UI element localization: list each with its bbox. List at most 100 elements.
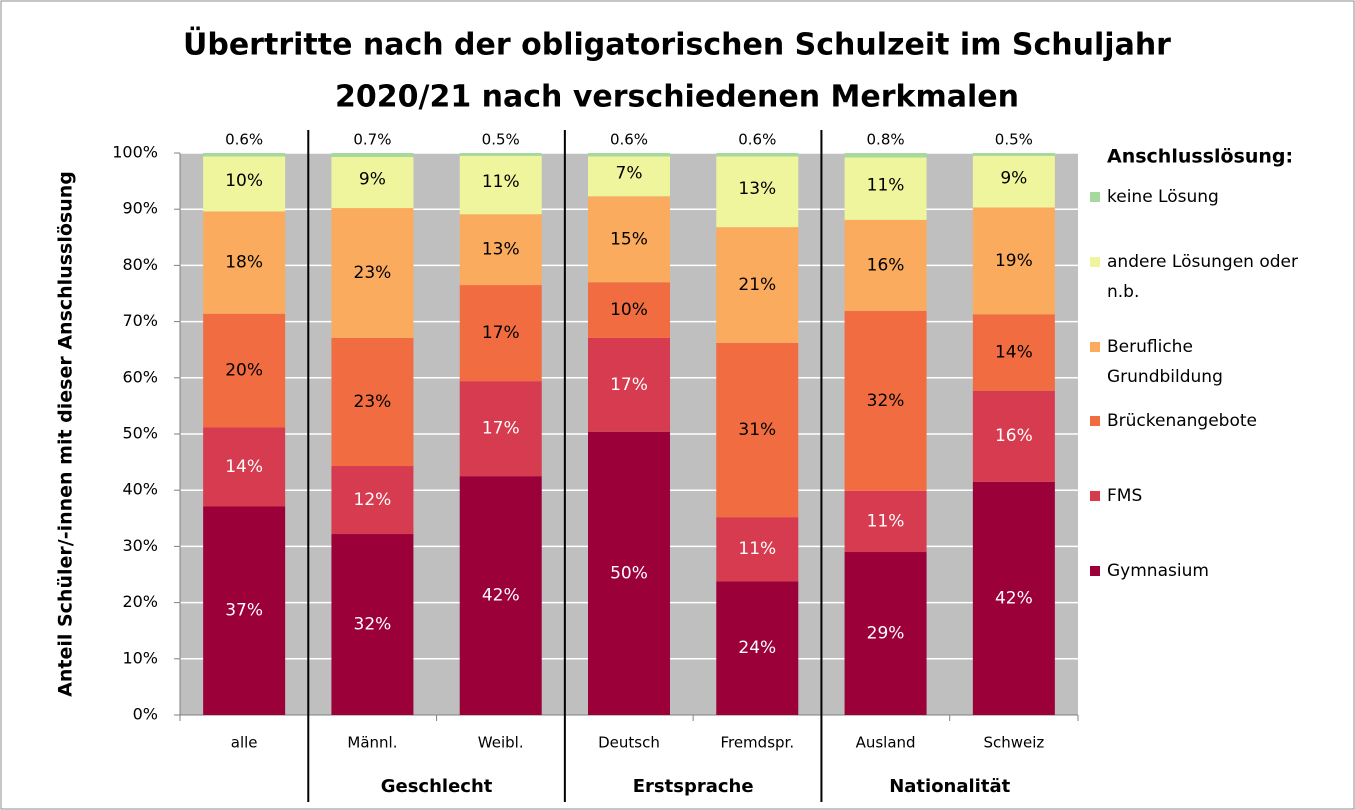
data-label: 0.8% <box>867 131 905 149</box>
bar-segment <box>459 285 542 382</box>
data-label: 31% <box>738 420 776 440</box>
data-label: 42% <box>995 588 1033 608</box>
y-tick-label: 50% <box>122 424 158 443</box>
group-label: Erstsprache <box>633 776 754 797</box>
bar-segment <box>588 196 670 283</box>
bar-segment <box>203 427 286 507</box>
bar-segment <box>203 211 286 314</box>
bar-segment <box>588 431 670 715</box>
data-label: 14% <box>995 343 1033 363</box>
bar-segment <box>972 207 1055 315</box>
legend-swatch <box>1090 342 1100 352</box>
data-label: 0.6% <box>610 131 648 149</box>
x-tick-label: Ausland <box>856 734 916 752</box>
legend-swatch <box>1090 192 1100 202</box>
bar-segment <box>844 490 927 553</box>
data-label: 9% <box>1000 169 1027 189</box>
legend-swatch <box>1090 416 1100 426</box>
bar-segment <box>588 337 670 432</box>
legend-label: Berufliche Grundbildung <box>1107 337 1223 387</box>
legend-label: FMS <box>1107 486 1142 506</box>
data-label: 13% <box>482 240 520 260</box>
data-label: 50% <box>610 563 648 583</box>
bar-segment <box>459 153 542 156</box>
data-label: 7% <box>616 163 643 183</box>
x-tick-label: Weibl. <box>478 734 524 752</box>
bar-segment <box>459 155 542 215</box>
data-label: 13% <box>738 179 776 199</box>
bar-segment <box>972 481 1055 715</box>
chart-title: Übertritte nach der obligatorischen Schu… <box>183 26 1171 63</box>
data-label: 19% <box>995 251 1033 271</box>
bar-segment <box>459 381 542 477</box>
bar-segment <box>844 219 927 311</box>
bar-segment <box>972 153 1055 156</box>
bar-segment <box>203 506 286 715</box>
y-axis-label: Anteil Schüler/-innen mit dieser Anschlu… <box>55 171 77 697</box>
bar-segment <box>331 466 414 535</box>
y-tick-label: 0% <box>133 705 158 724</box>
data-label: 11% <box>867 176 905 196</box>
data-label: 9% <box>359 170 386 190</box>
data-label: 0.6% <box>738 131 776 149</box>
data-label: 11% <box>738 539 776 559</box>
data-label: 12% <box>354 490 392 510</box>
data-label: 0.6% <box>225 131 263 149</box>
x-tick-label: Fremdspr. <box>720 734 794 752</box>
y-tick-label: 60% <box>122 367 158 386</box>
bar-segment <box>203 156 286 212</box>
bar-segment <box>331 208 414 338</box>
bar-segment <box>844 552 927 715</box>
data-label: 21% <box>738 275 776 295</box>
bar-segment <box>716 581 799 715</box>
data-label: 20% <box>225 360 263 380</box>
data-label: 32% <box>867 391 905 411</box>
data-label: 10% <box>225 171 263 191</box>
bar-segment <box>972 314 1055 391</box>
data-label: 17% <box>610 375 648 395</box>
bar-segment <box>459 214 542 286</box>
data-label: 17% <box>482 419 520 439</box>
legend-title: Anschlusslösung: <box>1107 146 1293 168</box>
bar-segment <box>716 342 799 518</box>
bar-segment <box>716 517 799 582</box>
legend-swatch <box>1090 566 1100 576</box>
data-label: 0.7% <box>353 131 391 149</box>
legend-swatch <box>1090 491 1100 501</box>
data-label: 11% <box>867 511 905 531</box>
bar-segment <box>844 153 927 158</box>
y-tick-label: 40% <box>122 480 158 499</box>
bar-segment <box>716 153 799 157</box>
data-label: 0.5% <box>482 131 520 149</box>
bar-segment <box>716 156 799 228</box>
bar-segment <box>844 310 927 491</box>
data-label: 18% <box>225 253 263 273</box>
chart-title: 2020/21 nach verschiedenen Merkmalen <box>335 80 1019 115</box>
y-tick-label: 20% <box>122 592 158 611</box>
data-label: 32% <box>354 615 392 635</box>
y-tick-label: 10% <box>122 648 158 667</box>
bar-segment <box>203 313 286 428</box>
bar-segment <box>588 282 670 338</box>
data-label: 16% <box>995 426 1033 446</box>
data-label: 0.5% <box>995 131 1033 149</box>
data-label: 29% <box>867 624 905 644</box>
y-tick-label: 70% <box>122 311 158 330</box>
bar-segment <box>459 476 542 715</box>
data-label: 11% <box>482 172 520 192</box>
data-label: 16% <box>867 255 905 275</box>
data-label: 24% <box>738 638 776 658</box>
bar-segment <box>972 390 1055 482</box>
x-tick-label: Schweiz <box>983 734 1044 752</box>
legend-label: Brückenangebote <box>1107 411 1257 431</box>
legend-label: keine Lösung <box>1107 187 1219 207</box>
data-label: 10% <box>610 300 648 320</box>
bar-segment <box>203 153 286 157</box>
group-label: Nationalität <box>889 776 1010 797</box>
data-label: 15% <box>610 229 648 249</box>
data-label: 14% <box>225 457 263 477</box>
bar-segment <box>972 155 1055 208</box>
bar-segment <box>331 337 414 467</box>
bar-segment <box>588 156 670 197</box>
